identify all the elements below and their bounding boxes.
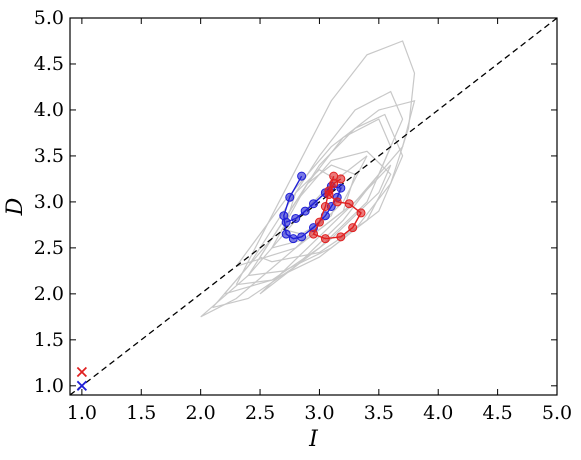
x-tick-label: 2.5 xyxy=(245,402,275,424)
y-tick-label: 1.5 xyxy=(34,329,64,351)
axes: 1.0 1.5 2.0 2.5 3.0 3.5 4.0 4.5 5.0 1.0 1.5 2.0 2.5 3… xyxy=(34,7,572,424)
y-tick-label: 4.0 xyxy=(34,99,64,121)
y-tick-label: 2.5 xyxy=(34,237,64,259)
blue-trajectory-point xyxy=(297,171,307,181)
red-trajectory-point xyxy=(329,179,339,189)
red-trajectory-point xyxy=(336,174,346,184)
x-tick-label: 5.0 xyxy=(542,402,572,424)
blue-trajectory-point xyxy=(336,183,346,193)
plot-frame xyxy=(69,17,558,396)
y-tick-label: 5.0 xyxy=(34,7,64,29)
red-trajectory-point xyxy=(336,232,346,242)
blue-trajectory-point xyxy=(291,213,301,223)
x-tick-label: 1.0 xyxy=(67,402,97,424)
y-axis-label: D xyxy=(3,197,28,216)
y-tick-label: 3.0 xyxy=(34,191,64,213)
plot-content xyxy=(70,18,557,395)
x-tick-label: 4.5 xyxy=(483,402,513,424)
red-x-marker xyxy=(76,366,88,378)
blue-trajectory-point xyxy=(285,192,295,202)
plot-area xyxy=(70,18,557,395)
y-tick-label: 2.0 xyxy=(34,283,64,305)
red-trajectory-point xyxy=(314,217,324,227)
red-trajectory-point xyxy=(332,197,342,207)
blue-trajectory-point xyxy=(309,199,318,209)
x-tick-label: 1.5 xyxy=(126,402,156,424)
x-axis-label: I xyxy=(308,427,319,452)
red-trajectory-point xyxy=(320,202,330,211)
red-trajectory-point xyxy=(348,223,358,233)
y-tick-label: 3.5 xyxy=(34,145,64,167)
background-trajectory xyxy=(223,118,392,295)
red-trajectory-point xyxy=(324,190,334,200)
red-trajectory-point xyxy=(356,208,366,218)
x-tick-label: 2.0 xyxy=(186,402,216,424)
blue-trajectory-point xyxy=(281,217,291,227)
y-tick-label: 1.0 xyxy=(34,375,64,397)
blue-trajectory-point xyxy=(288,234,298,244)
y-tick-label: 4.5 xyxy=(34,53,64,75)
background-trajectory xyxy=(235,40,416,286)
background-trajectory xyxy=(259,150,392,263)
blue-trajectory-point xyxy=(300,206,310,216)
blue-trajectory-point xyxy=(297,232,307,242)
red-trajectory-point xyxy=(320,234,330,244)
red-trajectory-point xyxy=(344,199,354,209)
x-tick-label: 3.5 xyxy=(364,402,394,424)
x-tick-label: 3.0 xyxy=(304,402,334,424)
background-trajectory xyxy=(259,164,392,295)
x-tick-label: 4.0 xyxy=(423,402,453,424)
blue-trajectory-point xyxy=(281,229,291,239)
identity-diagonal xyxy=(70,18,557,395)
red-trajectory-point xyxy=(309,229,318,239)
blue-x-marker xyxy=(76,380,88,391)
background-trajectory xyxy=(247,113,404,277)
